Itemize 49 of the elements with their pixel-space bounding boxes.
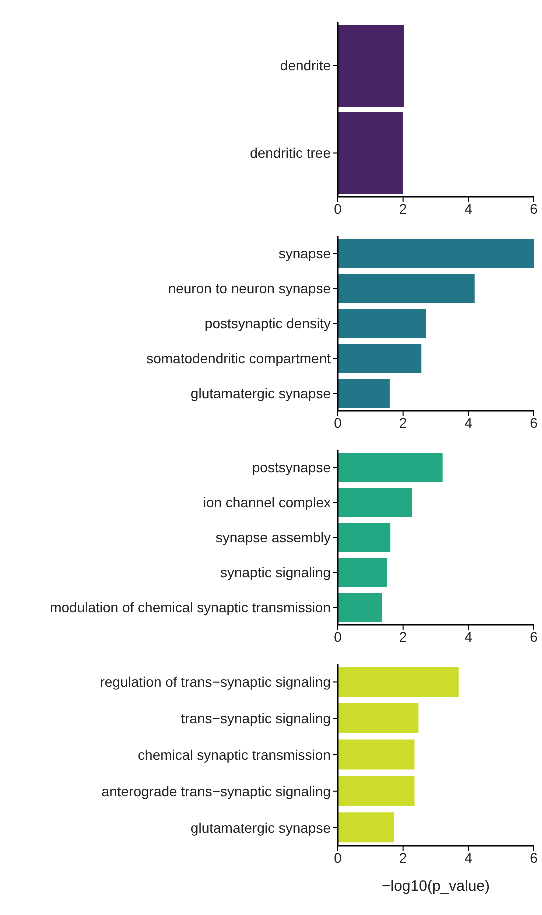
x-tick-label: 4 <box>464 850 473 866</box>
y-tick-label: anterograde trans−synaptic signaling <box>102 783 331 800</box>
y-tick-label: synapse <box>278 245 332 262</box>
x-tick-label: 4 <box>464 628 473 645</box>
x-tick-label: 6 <box>530 414 538 431</box>
bar <box>338 667 459 697</box>
bar <box>338 740 415 770</box>
bar <box>338 593 382 622</box>
x-tick-label: 6 <box>530 628 538 645</box>
x-tick-label: 0 <box>334 200 342 217</box>
x-tick-label: 0 <box>334 414 342 431</box>
x-tick-label: 2 <box>399 200 408 217</box>
y-tick-label: synaptic signaling <box>220 564 331 580</box>
bar <box>338 453 443 482</box>
x-tick-label: 0 <box>334 628 342 645</box>
x-axis-title: −log10(p_value) <box>382 878 490 895</box>
bar <box>338 379 390 408</box>
y-tick-label: ion channel complex <box>203 494 331 510</box>
x-tick-label: 2 <box>399 414 408 431</box>
x-tick-label: 2 <box>399 628 408 645</box>
y-tick-label: modulation of chemical synaptic transmission <box>50 599 331 616</box>
x-tick-label: 2 <box>399 850 408 866</box>
bar <box>338 812 394 843</box>
bar <box>338 488 412 517</box>
x-tick-label: 4 <box>464 200 473 217</box>
x-tick-label: 0 <box>334 850 342 866</box>
bar <box>338 274 475 303</box>
y-tick-label: glutamatergic synapse <box>190 385 332 402</box>
x-tick-label: 4 <box>464 414 473 431</box>
y-tick-label: synapse assembly <box>216 529 331 546</box>
y-tick-label: regulation of trans−synaptic signaling <box>100 674 331 690</box>
y-tick-label: chemical synaptic transmission <box>138 746 331 763</box>
bar <box>338 776 415 806</box>
bar <box>338 239 534 268</box>
bar <box>338 558 387 587</box>
y-tick-label: glutamatergic synapse <box>190 820 332 836</box>
bar <box>338 344 422 373</box>
x-tick-label: 6 <box>530 200 538 217</box>
bar <box>338 309 426 338</box>
y-tick-label: postsynapse <box>252 459 332 476</box>
bar <box>338 703 419 734</box>
y-tick-label: trans−synaptic signaling <box>181 710 331 727</box>
y-tick-label: dendritic tree <box>250 145 332 162</box>
x-tick-label: 6 <box>530 850 538 866</box>
y-tick-label: somatodendritic compartment <box>146 350 332 366</box>
bar <box>338 523 391 552</box>
y-tick-label: dendrite <box>280 58 332 74</box>
y-tick-label: neuron to neuron synapse <box>168 280 332 296</box>
y-tick-label: postsynaptic density <box>204 315 331 332</box>
